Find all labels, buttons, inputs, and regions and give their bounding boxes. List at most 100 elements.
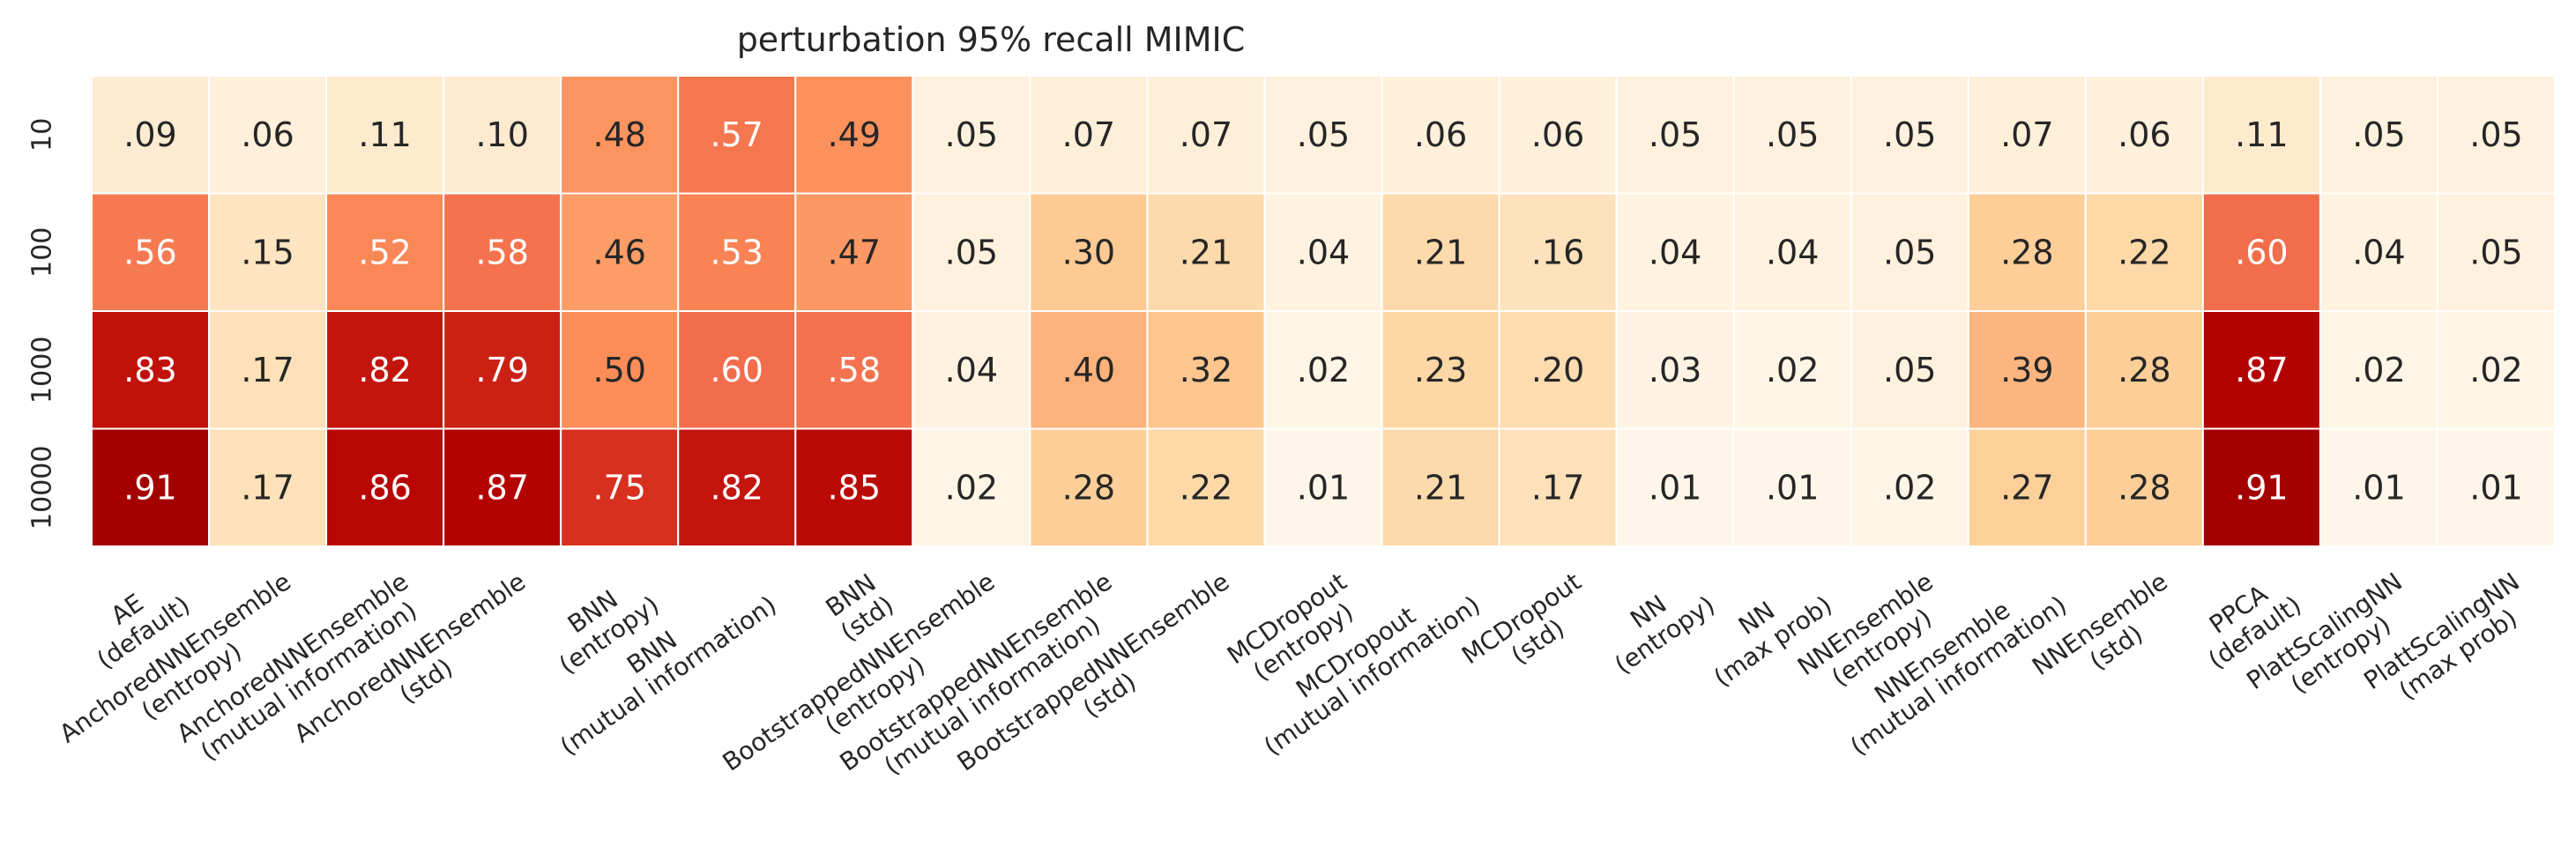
cell-value-label: .05 bbox=[1766, 115, 1819, 154]
heatmap-cell bbox=[912, 192, 1031, 312]
cell-value-label: .87 bbox=[2235, 351, 2288, 389]
column-tick-labels: AE(default)AnchoredNNEnsemble(entropy)An… bbox=[54, 567, 2525, 781]
cell-value-label: .21 bbox=[1414, 233, 1467, 271]
row-tick-label: 10000 bbox=[27, 446, 58, 530]
cell-value-label: .01 bbox=[2469, 468, 2522, 507]
heatmap-cell bbox=[912, 75, 1031, 195]
cell-value-label: .05 bbox=[1649, 115, 1701, 154]
cell-value-label: .01 bbox=[1766, 468, 1819, 507]
cell-value-label: .21 bbox=[1180, 233, 1232, 271]
row-tick-label: 1000 bbox=[27, 337, 58, 404]
heatmap-cell bbox=[1029, 427, 1149, 547]
heatmap-cell bbox=[2201, 310, 2321, 430]
heatmap-cell bbox=[1615, 427, 1735, 547]
cell-value-label: .28 bbox=[2000, 233, 2053, 271]
cell-value-label: .07 bbox=[1180, 115, 1232, 154]
column-tick-label: MCDropout(std) bbox=[1456, 567, 1603, 693]
cell-value-label: .07 bbox=[1062, 115, 1115, 154]
heatmap-cell bbox=[1263, 310, 1383, 430]
cell-value-label: .05 bbox=[2469, 115, 2522, 154]
cell-value-label: .01 bbox=[2352, 468, 2405, 507]
heatmap-cell bbox=[1146, 192, 1266, 312]
cell-value-label: .91 bbox=[123, 468, 176, 507]
column-tick-label: NN(entropy) bbox=[1593, 567, 1720, 679]
cell-value-label: .02 bbox=[1297, 351, 1350, 389]
heatmap-cells: .09 .06 .11 .10 .48 .57 .49 .05 .07 .07 .05 .06 .06.… bbox=[91, 75, 2557, 547]
heatmap-cell bbox=[208, 75, 328, 195]
heatmap-cell bbox=[677, 310, 797, 430]
cell-value-label: .57 bbox=[711, 115, 763, 154]
heatmap-cell bbox=[443, 310, 562, 430]
heatmap-cell bbox=[2319, 427, 2438, 547]
heatmap-cell bbox=[443, 427, 562, 547]
cell-value-label: .03 bbox=[1649, 351, 1701, 389]
row-tick-label: 100 bbox=[27, 227, 58, 278]
cell-value-label: .75 bbox=[592, 468, 645, 507]
cell-value-label: .52 bbox=[358, 233, 411, 271]
cell-value-label: .28 bbox=[1062, 468, 1115, 507]
heatmap-cell bbox=[1381, 427, 1500, 547]
cell-value-label: .50 bbox=[592, 351, 645, 389]
cell-value-label: .82 bbox=[358, 351, 411, 389]
heatmap-cell bbox=[1732, 427, 1852, 547]
cell-value-label: .02 bbox=[2352, 351, 2405, 389]
row-tick-label: 10 bbox=[27, 118, 58, 152]
cell-value-label: .30 bbox=[1062, 233, 1115, 271]
cell-value-label: .04 bbox=[1766, 233, 1819, 271]
heatmap-cell bbox=[443, 192, 562, 312]
cell-value-label: .60 bbox=[2235, 233, 2288, 271]
heatmap-cell bbox=[325, 75, 445, 195]
cell-value-label: .46 bbox=[592, 233, 645, 271]
heatmap-cell bbox=[1498, 310, 1618, 430]
heatmap-cell bbox=[91, 310, 211, 430]
cell-value-label: .06 bbox=[2118, 115, 2170, 154]
cell-value-label: .86 bbox=[358, 468, 411, 507]
heatmap-cell bbox=[325, 310, 445, 430]
cell-value-label: .05 bbox=[1883, 115, 1936, 154]
cell-value-label: .05 bbox=[1883, 233, 1936, 271]
cell-value-label: .11 bbox=[2235, 115, 2288, 154]
cell-value-label: .06 bbox=[1414, 115, 1467, 154]
heatmap-cell bbox=[1732, 192, 1852, 312]
cell-value-label: .17 bbox=[241, 468, 294, 507]
cell-value-label: .05 bbox=[2469, 233, 2522, 271]
cell-value-label: .15 bbox=[241, 233, 294, 271]
cell-value-label: .83 bbox=[123, 351, 176, 389]
heatmap-cell bbox=[677, 192, 797, 312]
heatmap-cell bbox=[91, 75, 211, 195]
cell-value-label: .04 bbox=[1649, 233, 1701, 271]
cell-value-label: .16 bbox=[1531, 233, 1584, 271]
cell-value-label: .22 bbox=[1180, 468, 1232, 507]
heatmap-cell bbox=[1146, 75, 1266, 195]
heatmap-cell bbox=[1498, 427, 1618, 547]
heatmap-cell bbox=[2201, 75, 2321, 195]
cell-value-label: .28 bbox=[2118, 351, 2170, 389]
cell-value-label: .09 bbox=[123, 115, 176, 154]
cell-value-label: .04 bbox=[945, 351, 998, 389]
cell-value-label: .05 bbox=[1883, 351, 1936, 389]
heatmap-cell bbox=[560, 310, 680, 430]
cell-value-label: .27 bbox=[2000, 468, 2053, 507]
column-tick-label: NNEnsemble(std) bbox=[2027, 567, 2189, 704]
heatmap-cell bbox=[91, 192, 211, 312]
cell-value-label: .17 bbox=[1531, 468, 1584, 507]
heatmap-cell bbox=[794, 192, 914, 312]
cell-value-label: .10 bbox=[475, 115, 528, 154]
heatmap-cell bbox=[91, 427, 211, 547]
cell-value-label: .79 bbox=[475, 351, 528, 389]
cell-value-label: .91 bbox=[2235, 468, 2288, 507]
heatmap-cell bbox=[2319, 75, 2438, 195]
heatmap-cell bbox=[1615, 75, 1735, 195]
cell-value-label: .07 bbox=[2000, 115, 2053, 154]
heatmap-cell bbox=[1381, 75, 1500, 195]
heatmap-cell bbox=[1967, 310, 2087, 430]
heatmap-cell bbox=[677, 75, 797, 195]
cell-value-label: .05 bbox=[1297, 115, 1350, 154]
cell-value-label: .02 bbox=[945, 468, 998, 507]
heatmap-cell bbox=[1263, 427, 1383, 547]
cell-value-label: .20 bbox=[1531, 351, 1584, 389]
heatmap-cell bbox=[443, 75, 562, 195]
cell-value-label: .17 bbox=[241, 351, 294, 389]
cell-value-label: .58 bbox=[475, 233, 528, 271]
